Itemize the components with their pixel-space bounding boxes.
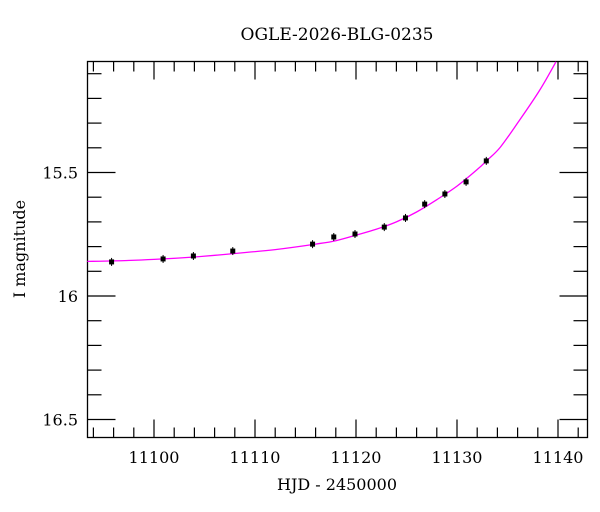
- plot-frame: [86, 60, 589, 439]
- data-point: [381, 224, 387, 230]
- data-point: [463, 179, 469, 185]
- data-point: [402, 215, 408, 221]
- data-point: [483, 158, 489, 164]
- x-tick-label: 11120: [331, 448, 382, 467]
- y-tick-labels: 15.5 16 16.5: [42, 164, 78, 430]
- data-point: [160, 256, 166, 262]
- y-tick-label: 16.5: [42, 411, 78, 430]
- x-tick-labels: 11100 11110 11120 11130 11140: [129, 448, 584, 467]
- data-point: [230, 248, 236, 254]
- x-tick-label: 11110: [230, 448, 281, 467]
- y-axis-label: I magnitude: [10, 200, 29, 298]
- data-point: [190, 253, 196, 259]
- data-point: [310, 241, 316, 247]
- data-point: [352, 231, 358, 237]
- x-tick-label: 11140: [533, 448, 584, 467]
- axis-ticks: [87, 61, 588, 438]
- data-point: [422, 201, 428, 207]
- x-axis-label: HJD - 2450000: [277, 475, 397, 494]
- chart-title: OGLE-2026-BLG-0235: [241, 25, 434, 45]
- data-point: [442, 191, 448, 197]
- x-tick-label: 11100: [129, 448, 180, 467]
- y-tick-label: 16: [58, 287, 78, 306]
- x-tick-label: 11130: [432, 448, 483, 467]
- data-point: [331, 234, 337, 240]
- data-point: [109, 259, 115, 265]
- y-tick-label: 15.5: [42, 164, 78, 183]
- data-points: [109, 156, 489, 266]
